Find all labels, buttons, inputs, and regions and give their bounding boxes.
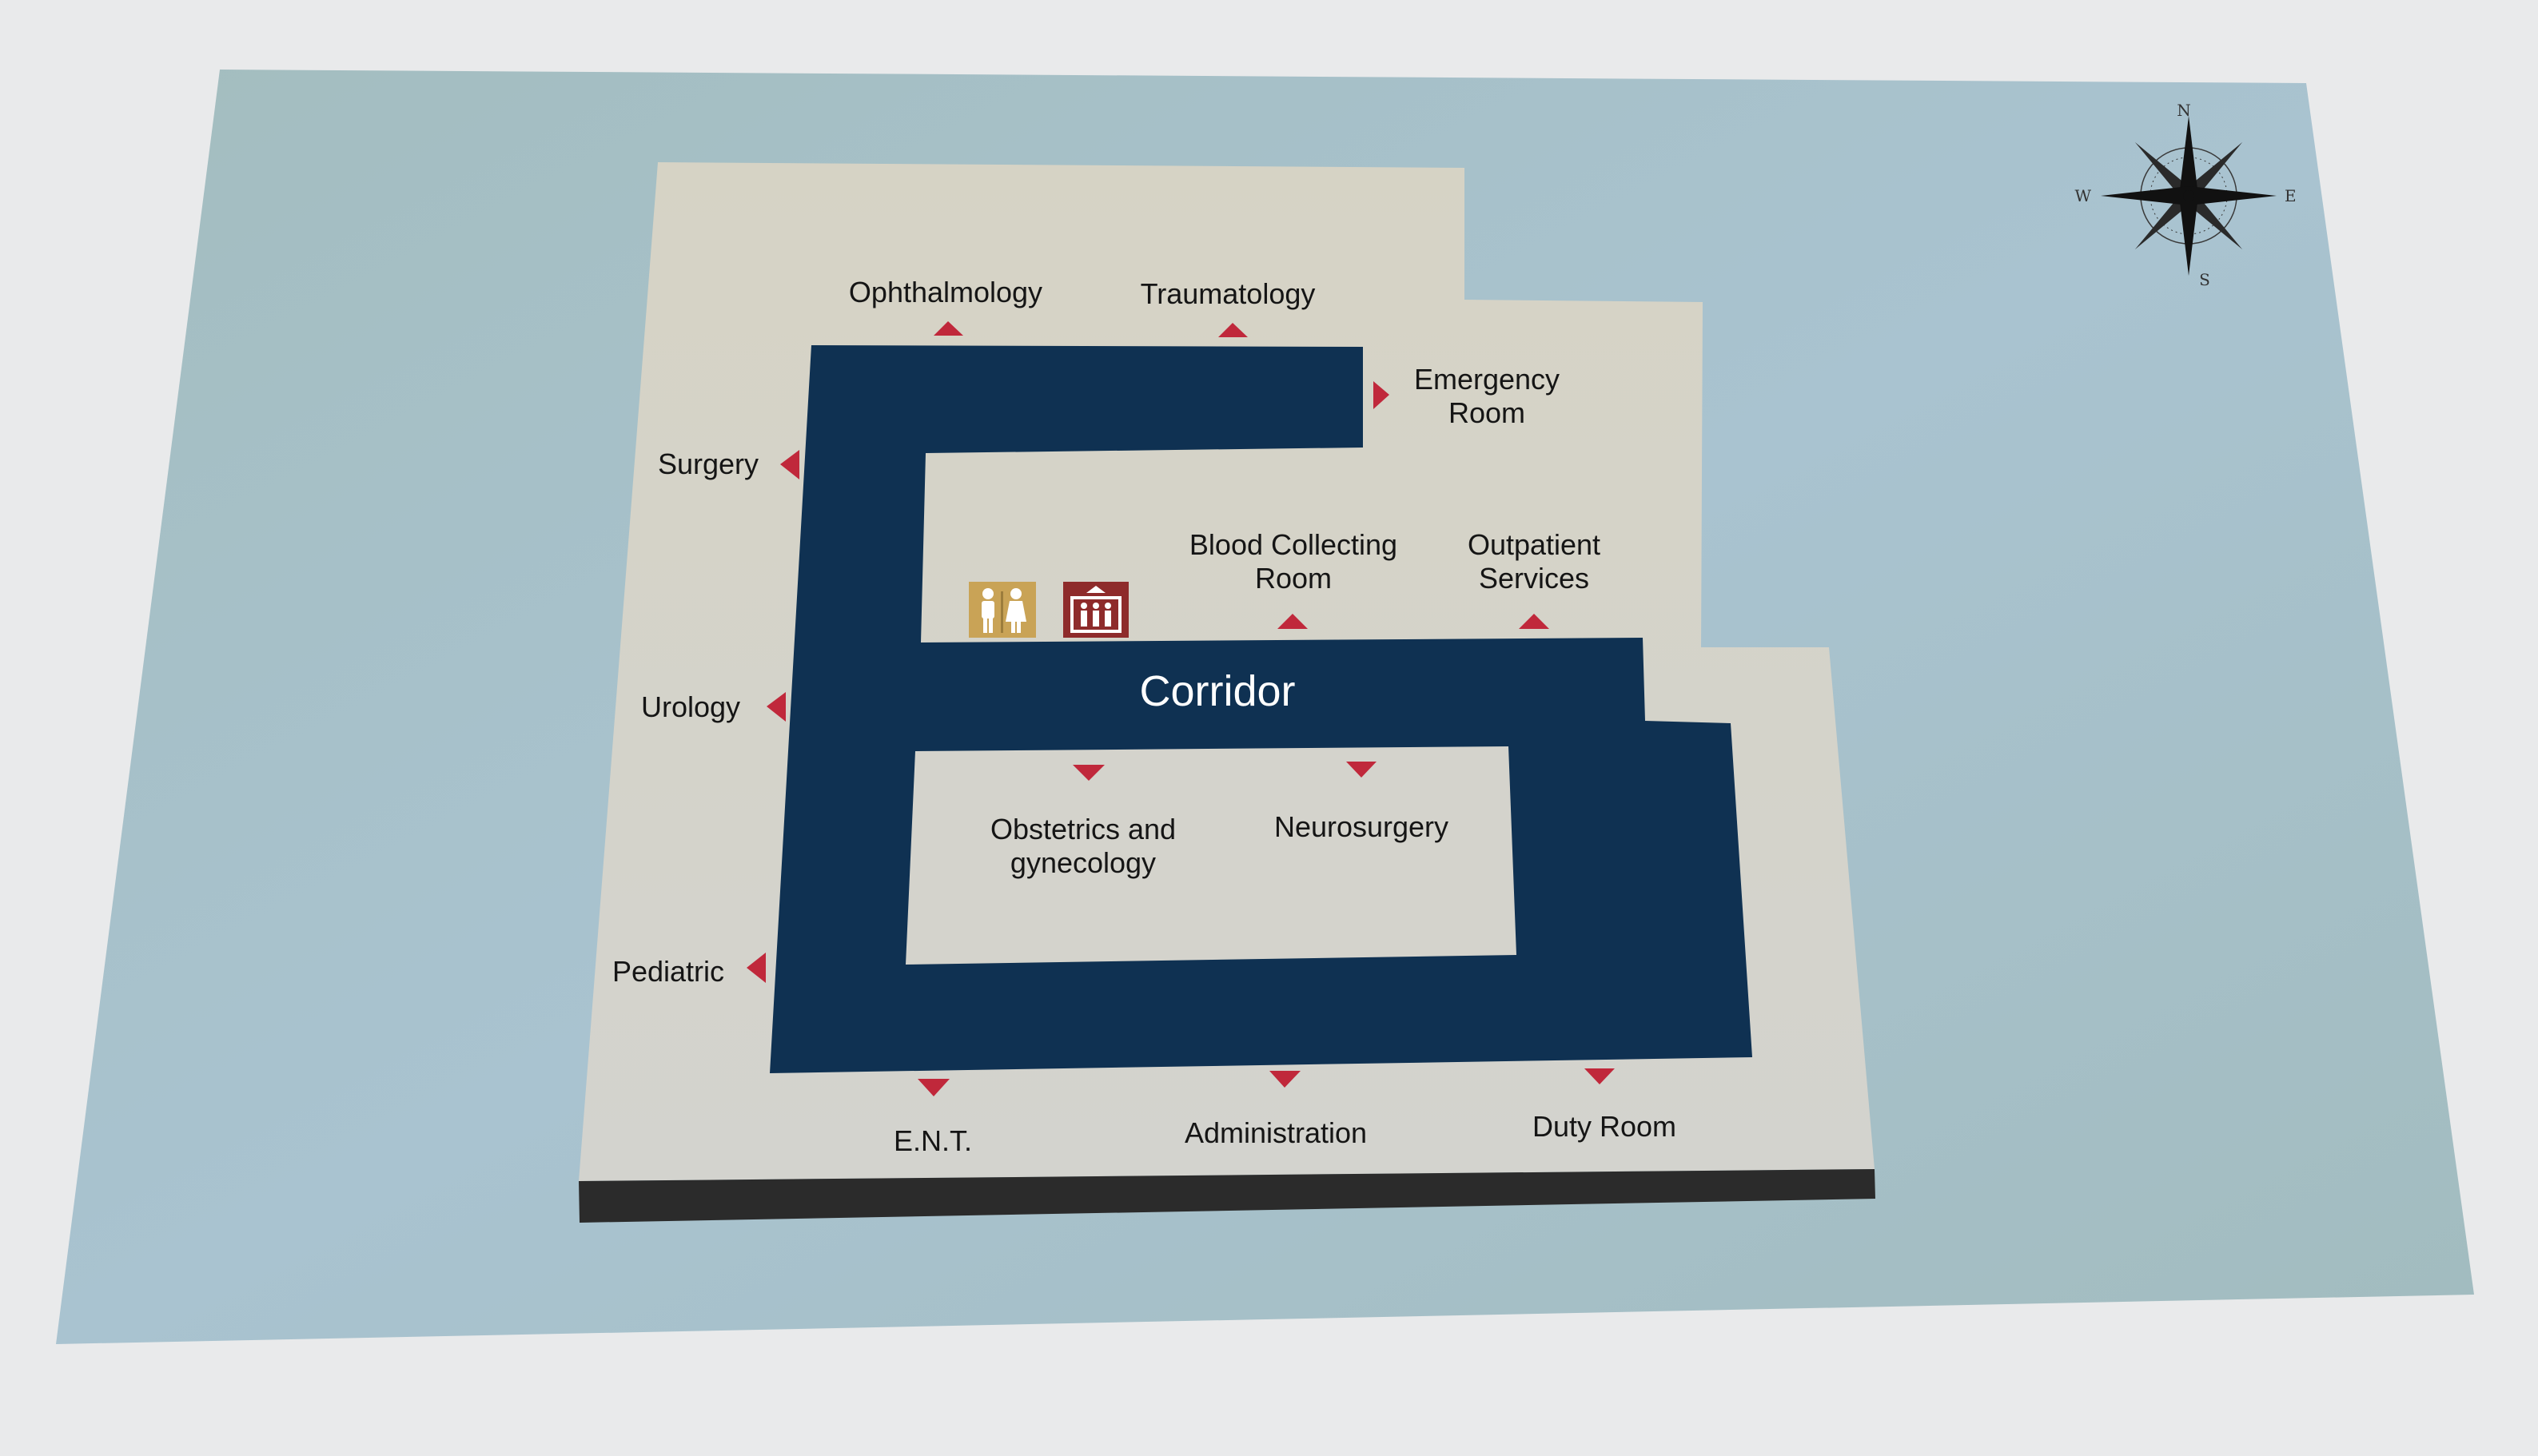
floor-base-bar [579,1169,1875,1223]
compass-west-label: W [2074,186,2091,205]
arrow-traumatology-up [1218,323,1248,337]
arrow-emergency-right [1373,381,1389,409]
label-line: Traumatology [1141,277,1316,310]
arrow-pediatric-left [747,953,766,983]
label-line: Room [1448,396,1525,429]
corridor-label: Corridor [1139,667,1295,715]
label-pediatric: Pediatric [612,955,724,988]
compass-rose-icon: N S E W [2074,101,2296,289]
label-line: E.N.T. [894,1124,972,1157]
label-urology: Urology [641,690,740,723]
label-line: Room [1255,562,1332,595]
direction-arrows [747,321,1615,1096]
label-line: Obstetrics and [990,813,1176,845]
arrow-duty-down [1584,1068,1615,1084]
arrow-outpatient-up [1519,614,1549,629]
label-line: Administration [1185,1116,1367,1149]
label-emergency-room: Emergency Room [1414,363,1560,429]
compass-east-label: E [2285,186,2297,205]
label-line: Surgery [658,448,759,480]
arrow-administration-down [1269,1071,1301,1088]
arrow-ophthalmology-up [934,321,963,336]
arrow-blood-up [1277,614,1308,629]
label-ent: E.N.T. [894,1124,972,1157]
label-neurosurgery: Neurosurgery [1274,810,1448,843]
inner-room-block [906,746,1516,965]
label-line: Ophthalmology [849,276,1042,308]
label-obstetrics-gynecology: Obstetrics and gynecology [990,813,1176,879]
label-line: Pediatric [612,955,724,988]
compass-north-label: N [2177,101,2191,120]
compass-south-label: S [2199,270,2210,289]
label-line: Duty Room [1532,1110,1676,1143]
arrow-neurosurgery-down [1346,762,1377,778]
arrow-obstetrics-down [1073,765,1105,781]
label-line: Blood Collecting [1189,528,1397,561]
label-administration: Administration [1185,1116,1367,1149]
label-surgery: Surgery [658,448,759,480]
label-line: Urology [641,690,740,723]
arrow-surgery-left [780,450,799,479]
label-line: Outpatient [1468,528,1600,561]
label-ophthalmology: Ophthalmology [849,276,1042,308]
label-line: Neurosurgery [1274,810,1448,843]
label-duty-room: Duty Room [1532,1110,1676,1143]
label-traumatology: Traumatology [1141,277,1316,310]
elevator-icon [1063,582,1129,638]
restroom-icon [969,582,1036,638]
label-blood-collecting-room: Blood Collecting Room [1189,528,1397,595]
arrow-urology-left [767,692,786,722]
label-line: Services [1479,562,1589,595]
label-line: gynecology [1010,846,1156,879]
label-line: Emergency [1414,363,1560,396]
label-outpatient-services: Outpatient Services [1468,528,1600,595]
arrow-ent-down [918,1079,950,1096]
